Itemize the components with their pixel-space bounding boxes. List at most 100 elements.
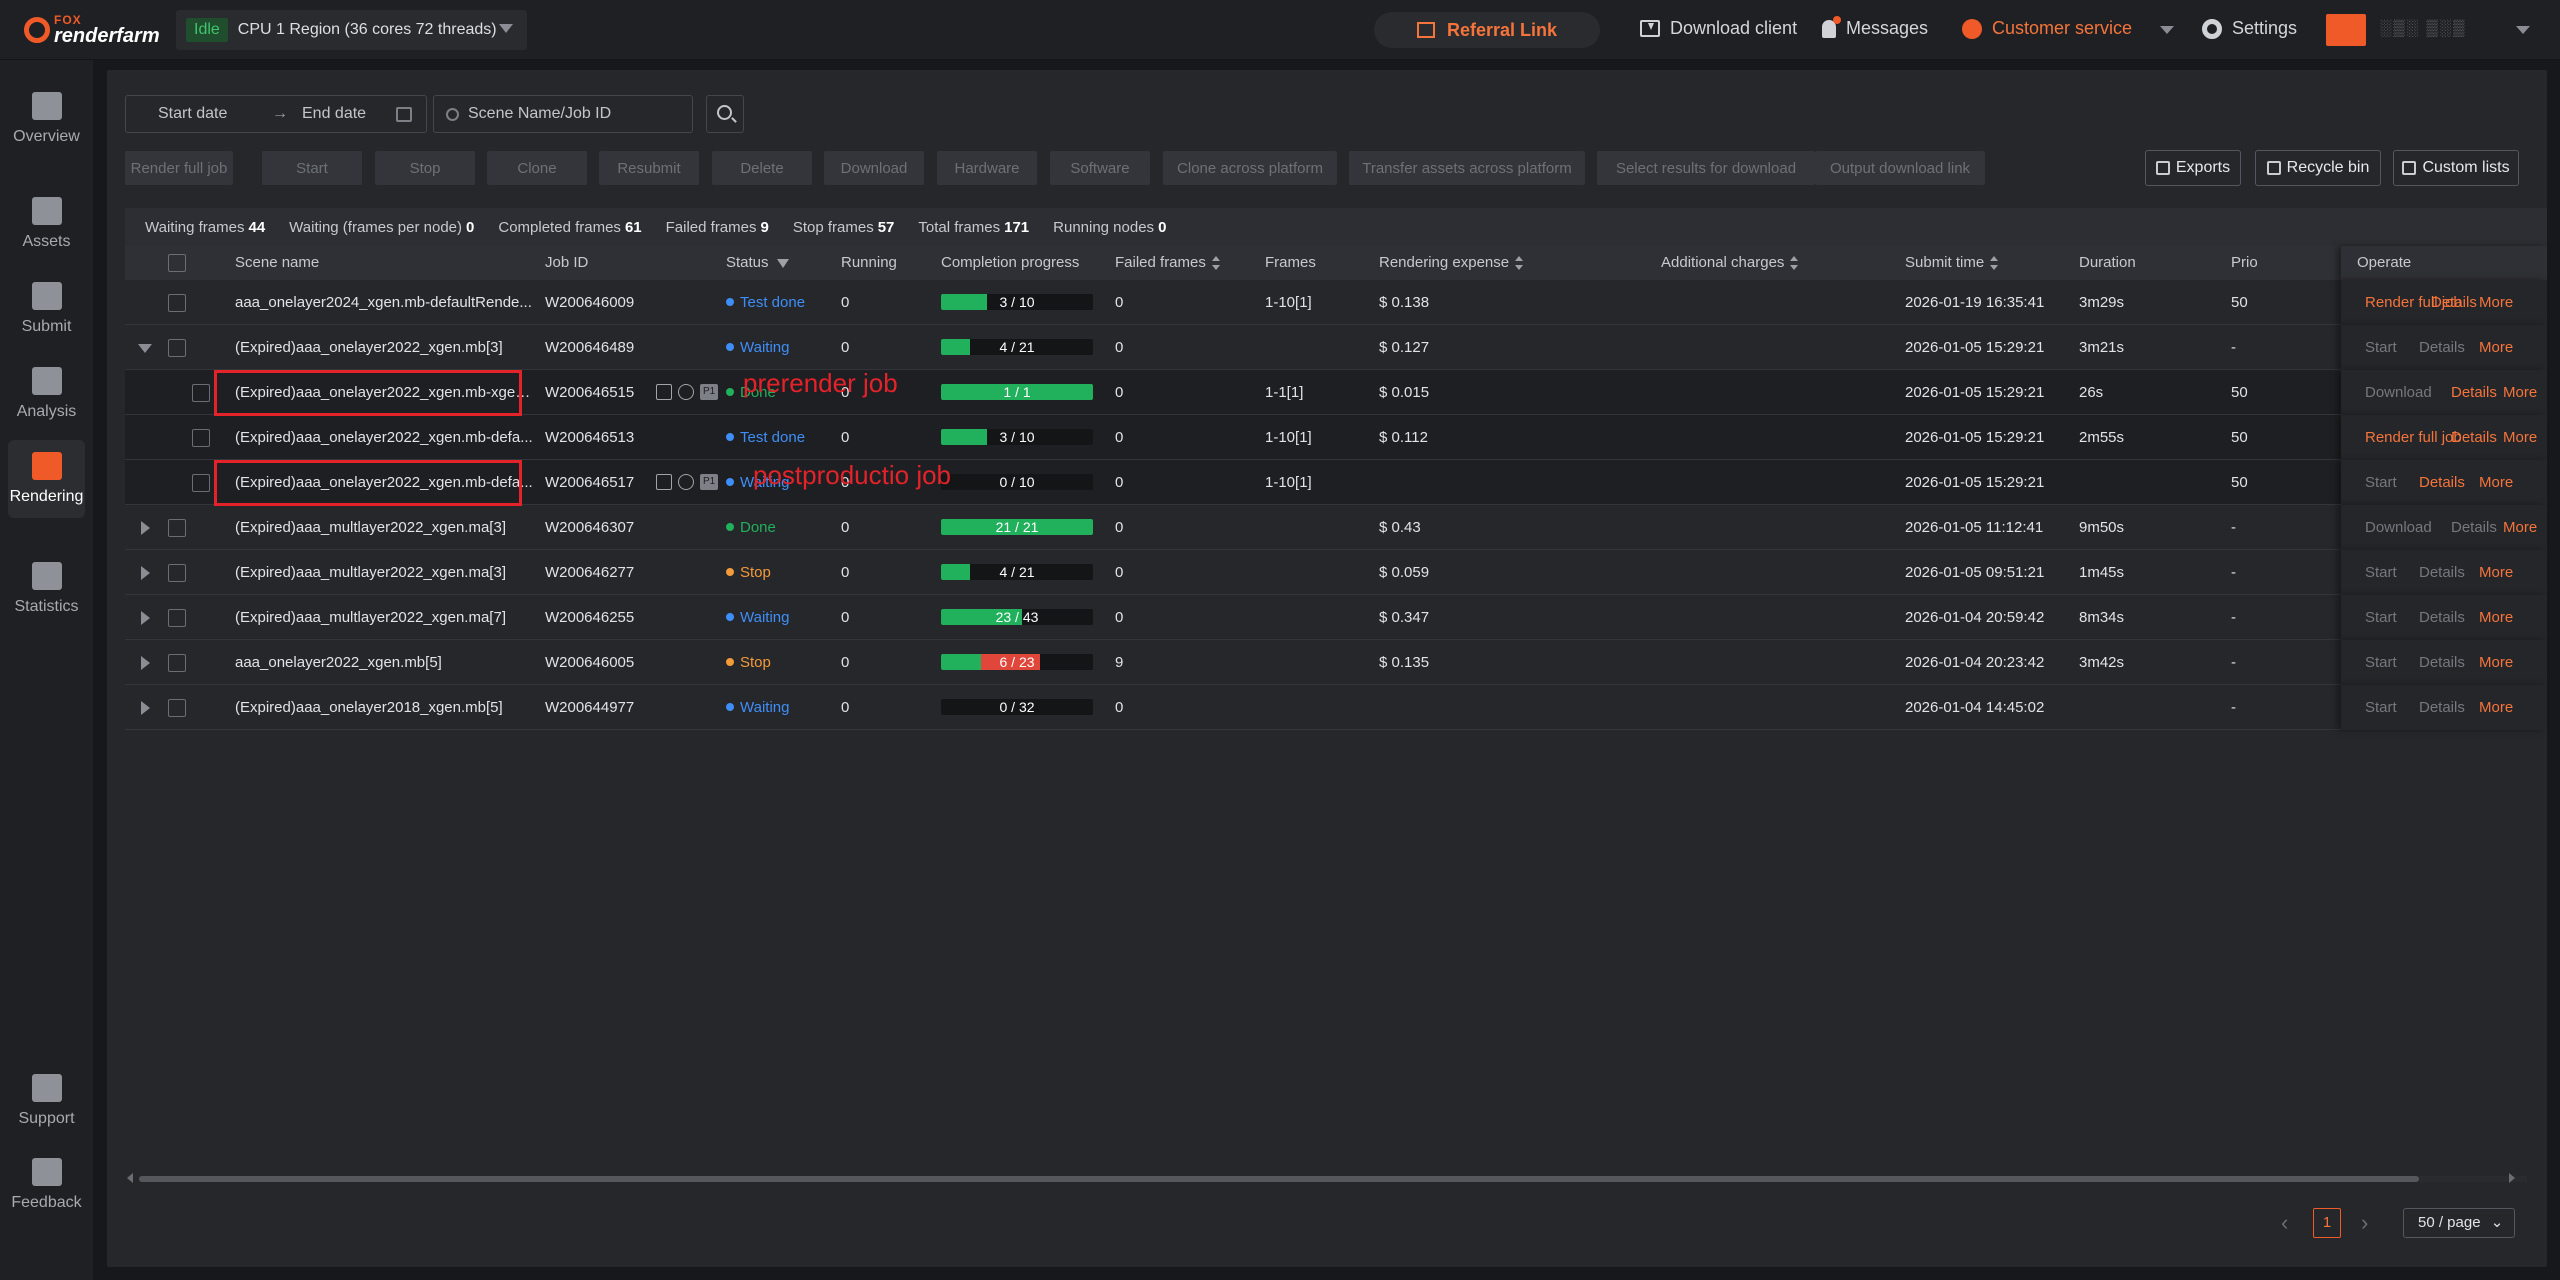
details-link[interactable]: Details — [2451, 429, 2497, 446]
end-date-input[interactable]: End date — [302, 105, 367, 122]
select-all-checkbox[interactable] — [168, 254, 186, 272]
scroll-left-icon[interactable] — [127, 1173, 133, 1183]
stop-button[interactable]: Stop — [375, 151, 475, 185]
start-link[interactable]: Start — [2365, 654, 2397, 671]
details-link[interactable]: Details — [2419, 474, 2465, 491]
sidebar-item-statistics[interactable]: Statistics — [8, 550, 85, 628]
transfer-assets-button[interactable]: Transfer assets across platform — [1349, 151, 1585, 185]
scene-name-cell[interactable]: (Expired)aaa_onelayer2022_xgen.mb-defa..… — [235, 429, 533, 446]
hardware-button[interactable]: Hardware — [937, 151, 1037, 185]
table-row[interactable]: (Expired)aaa_onelayer2022_xgen.mb-xgen..… — [125, 370, 2547, 415]
page-size-select[interactable]: 50 / page ⌄ — [2403, 1208, 2515, 1238]
render-full-job-link[interactable]: Render full job — [2365, 429, 2462, 446]
more-link[interactable]: More — [2479, 339, 2514, 356]
dollar-icon[interactable] — [678, 384, 694, 400]
table-row[interactable]: aaa_onelayer2022_xgen.mb[5] W200646005 Sto… — [125, 640, 2547, 685]
expand-row-icon[interactable] — [141, 656, 150, 670]
more-link[interactable]: More — [2503, 519, 2538, 536]
messages-button[interactable]: Messages — [1822, 15, 1928, 39]
more-link[interactable]: More — [2479, 699, 2514, 716]
select-results-button[interactable]: Select results for download — [1597, 151, 1815, 185]
more-link[interactable]: More — [2479, 564, 2514, 581]
sidebar-item-overview[interactable]: Overview — [8, 80, 85, 158]
exports-button[interactable]: Exports — [2145, 150, 2241, 186]
table-row[interactable]: (Expired)aaa_multlayer2022_xgen.ma[3] W20… — [125, 505, 2547, 550]
table-row[interactable]: (Expired)aaa_multlayer2022_xgen.ma[7] W20… — [125, 595, 2547, 640]
date-range-picker[interactable]: Start date → End date — [125, 95, 427, 133]
more-link[interactable]: More — [2503, 429, 2538, 446]
sort-icon[interactable] — [1211, 256, 1220, 271]
prev-page-icon[interactable]: ‹ — [2281, 1210, 2289, 1235]
sidebar-item-rendering[interactable]: Rendering — [8, 440, 85, 518]
file-swap-icon[interactable] — [656, 474, 672, 490]
row-checkbox[interactable] — [192, 474, 210, 492]
table-row[interactable]: (Expired)aaa_onelayer2022_xgen.mb-defa..… — [125, 460, 2547, 505]
logo[interactable]: FOX renderfarm — [0, 0, 165, 60]
start-link[interactable]: Start — [2365, 474, 2397, 491]
details-link[interactable]: Details — [2419, 699, 2465, 716]
scene-name-cell[interactable]: (Expired)aaa_multlayer2022_xgen.ma[7] — [235, 609, 506, 626]
scene-name-cell[interactable]: (Expired)aaa_onelayer2018_xgen.mb[5] — [235, 699, 503, 716]
resubmit-button[interactable]: Resubmit — [599, 151, 699, 185]
start-link[interactable]: Start — [2365, 609, 2397, 626]
sort-icon[interactable] — [1515, 256, 1524, 271]
col-rendering-expense[interactable]: Rendering expense — [1379, 246, 1524, 280]
clone-across-platform-button[interactable]: Clone across platform — [1163, 151, 1337, 185]
sidebar-item-submit[interactable]: Submit — [8, 270, 85, 348]
start-button[interactable]: Start — [262, 151, 362, 185]
col-additional-charges[interactable]: Additional charges — [1661, 246, 1799, 280]
row-checkbox[interactable] — [192, 384, 210, 402]
details-link[interactable]: Details — [2451, 384, 2497, 401]
scene-name-cell[interactable]: (Expired)aaa_onelayer2022_xgen.mb[3] — [235, 339, 503, 356]
scene-name-cell[interactable]: (Expired)aaa_multlayer2022_xgen.ma[3] — [235, 564, 506, 581]
sort-icon[interactable] — [1790, 256, 1799, 271]
start-date-input[interactable]: Start date — [158, 105, 228, 122]
details-link[interactable]: Details — [2419, 609, 2465, 626]
render-full-job-link[interactable]: Render full job — [2365, 294, 2462, 311]
start-link[interactable]: Start — [2365, 339, 2397, 356]
table-row[interactable]: (Expired)aaa_multlayer2022_xgen.ma[3] W20… — [125, 550, 2547, 595]
region-selector[interactable]: Idle CPU 1 Region (36 cores 72 threads) — [176, 10, 527, 50]
filter-icon[interactable] — [776, 258, 789, 268]
software-button[interactable]: Software — [1050, 151, 1150, 185]
custom-lists-button[interactable]: Custom lists — [2393, 150, 2519, 186]
collapse-row-icon[interactable] — [138, 344, 152, 353]
next-page-icon[interactable]: › — [2361, 1210, 2369, 1235]
row-checkbox[interactable] — [168, 564, 186, 582]
details-link[interactable]: Details — [2419, 339, 2465, 356]
scene-name-cell[interactable]: aaa_onelayer2022_xgen.mb[5] — [235, 654, 442, 671]
details-link[interactable]: Details — [2419, 654, 2465, 671]
download-link[interactable]: Download — [2365, 519, 2432, 536]
recycle-bin-button[interactable]: Recycle bin — [2255, 150, 2381, 186]
file-swap-icon[interactable] — [656, 384, 672, 400]
col-failed-frames[interactable]: Failed frames — [1115, 246, 1220, 280]
row-checkbox[interactable] — [168, 654, 186, 672]
more-link[interactable]: More — [2479, 474, 2514, 491]
referral-link-button[interactable]: Referral Link — [1374, 12, 1600, 48]
delete-button[interactable]: Delete — [712, 151, 812, 185]
start-link[interactable]: Start — [2365, 564, 2397, 581]
customer-service-dropdown[interactable] — [2160, 26, 2174, 34]
scene-name-cell[interactable]: aaa_onelayer2024_xgen.mb-defaultRende... — [235, 294, 532, 311]
row-checkbox[interactable] — [168, 519, 186, 537]
download-client-button[interactable]: Download client — [1640, 18, 1797, 39]
horizontal-scrollbar[interactable] — [139, 1176, 2527, 1182]
user-menu-dropdown[interactable] — [2516, 26, 2530, 34]
more-link[interactable]: More — [2479, 294, 2514, 311]
expand-row-icon[interactable] — [141, 611, 150, 625]
search-input[interactable]: Scene Name/Job ID — [433, 95, 693, 133]
username[interactable]: ░▒░ ▒░▒ — [2380, 20, 2467, 37]
table-row[interactable]: (Expired)aaa_onelayer2022_xgen.mb[3] W200… — [125, 325, 2547, 370]
expand-row-icon[interactable] — [141, 701, 150, 715]
col-submit-time[interactable]: Submit time — [1905, 246, 1999, 280]
sort-icon[interactable] — [1990, 256, 1999, 271]
start-link[interactable]: Start — [2365, 699, 2397, 716]
col-status[interactable]: Status — [726, 246, 789, 280]
dollar-icon[interactable] — [678, 474, 694, 490]
more-link[interactable]: More — [2479, 609, 2514, 626]
search-button[interactable] — [706, 95, 744, 133]
row-checkbox[interactable] — [168, 699, 186, 717]
download-button[interactable]: Download — [824, 151, 924, 185]
sidebar-item-feedback[interactable]: Feedback — [8, 1146, 85, 1224]
sidebar-item-assets[interactable]: Assets — [8, 185, 85, 263]
